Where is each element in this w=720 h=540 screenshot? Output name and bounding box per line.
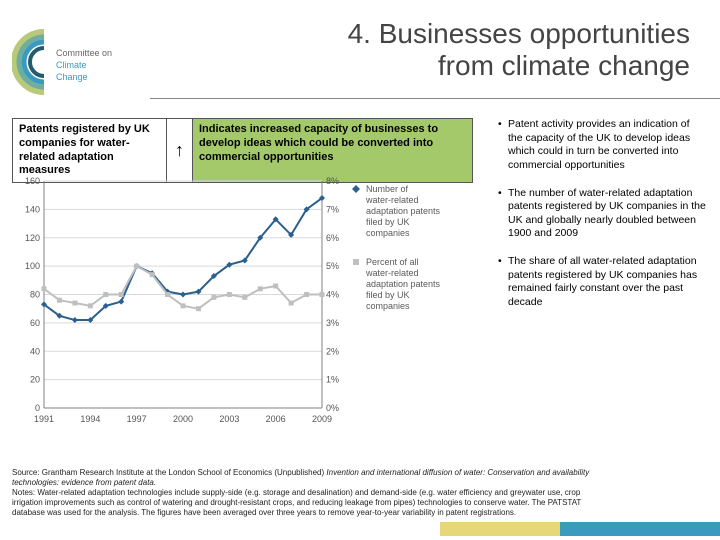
svg-text:2009: 2009: [312, 414, 332, 424]
svg-text:4%: 4%: [326, 290, 339, 300]
svg-text:2000: 2000: [173, 414, 193, 424]
svg-text:filed by UK: filed by UK: [366, 290, 410, 300]
title-line1: 4. Businesses opportunities: [348, 18, 690, 50]
svg-text:1%: 1%: [326, 375, 339, 385]
svg-text:60: 60: [30, 318, 40, 328]
svg-text:8%: 8%: [326, 176, 339, 186]
svg-text:20: 20: [30, 375, 40, 385]
source-prefix: Source: Grantham Research Institute at t…: [12, 468, 326, 477]
svg-text:2%: 2%: [326, 346, 339, 356]
title-underline: [150, 98, 720, 99]
logo: Committee on Climate Change: [12, 22, 132, 102]
svg-text:Percent of all: Percent of all: [366, 257, 419, 267]
indicator-arrow: ↑: [167, 118, 193, 183]
bottom-accent: [440, 522, 720, 536]
svg-text:40: 40: [30, 346, 40, 356]
svg-text:companies: companies: [366, 301, 410, 311]
svg-text:160: 160: [25, 176, 40, 186]
svg-text:2003: 2003: [219, 414, 239, 424]
svg-text:5%: 5%: [326, 261, 339, 271]
svg-text:Number of: Number of: [366, 184, 409, 194]
logo-text-bottom-1: Climate: [56, 60, 87, 70]
bullet-list: Patent activity provides an indication o…: [498, 118, 706, 324]
svg-text:120: 120: [25, 233, 40, 243]
logo-text-top: Committee on: [56, 48, 112, 58]
svg-text:adaptation patents: adaptation patents: [366, 206, 441, 216]
svg-text:100: 100: [25, 261, 40, 271]
bullet-item: The share of all water-related adaptatio…: [498, 255, 706, 310]
footer-notes-text: Notes: Water-related adaptation technolo…: [12, 488, 581, 517]
footer-notes: Source: Grantham Research Institute at t…: [12, 468, 612, 518]
patents-chart: 0 20 40 60 80 100 120 140 160 0% 1% 2% 3% 4% 5% 6% 7% 8% 1…: [12, 175, 487, 430]
svg-text:6%: 6%: [326, 233, 339, 243]
page-title: 4. Businesses opportunities from climate…: [348, 18, 690, 82]
svg-text:1997: 1997: [127, 414, 147, 424]
indicator-left: Patents registered by UK companies for w…: [12, 118, 167, 183]
svg-text:80: 80: [30, 290, 40, 300]
svg-text:1994: 1994: [80, 414, 100, 424]
indicator-right: Indicates increased capacity of business…: [193, 118, 473, 183]
title-line2: from climate change: [348, 50, 690, 82]
svg-text:water-related: water-related: [365, 195, 419, 205]
svg-text:water-related: water-related: [365, 268, 419, 278]
svg-text:140: 140: [25, 204, 40, 214]
bullet-item: The number of water-related adaptation p…: [498, 187, 706, 242]
logo-text-bottom-2: Change: [56, 72, 88, 82]
svg-text:7%: 7%: [326, 204, 339, 214]
svg-text:0: 0: [35, 403, 40, 413]
indicator-row: Patents registered by UK companies for w…: [12, 118, 473, 183]
bullet-item: Patent activity provides an indication o…: [498, 118, 706, 173]
svg-text:2006: 2006: [266, 414, 286, 424]
svg-text:adaptation patents: adaptation patents: [366, 279, 441, 289]
svg-text:filed by UK: filed by UK: [366, 217, 410, 227]
svg-text:3%: 3%: [326, 318, 339, 328]
svg-text:companies: companies: [366, 228, 410, 238]
svg-text:0%: 0%: [326, 403, 339, 413]
svg-text:1991: 1991: [34, 414, 54, 424]
